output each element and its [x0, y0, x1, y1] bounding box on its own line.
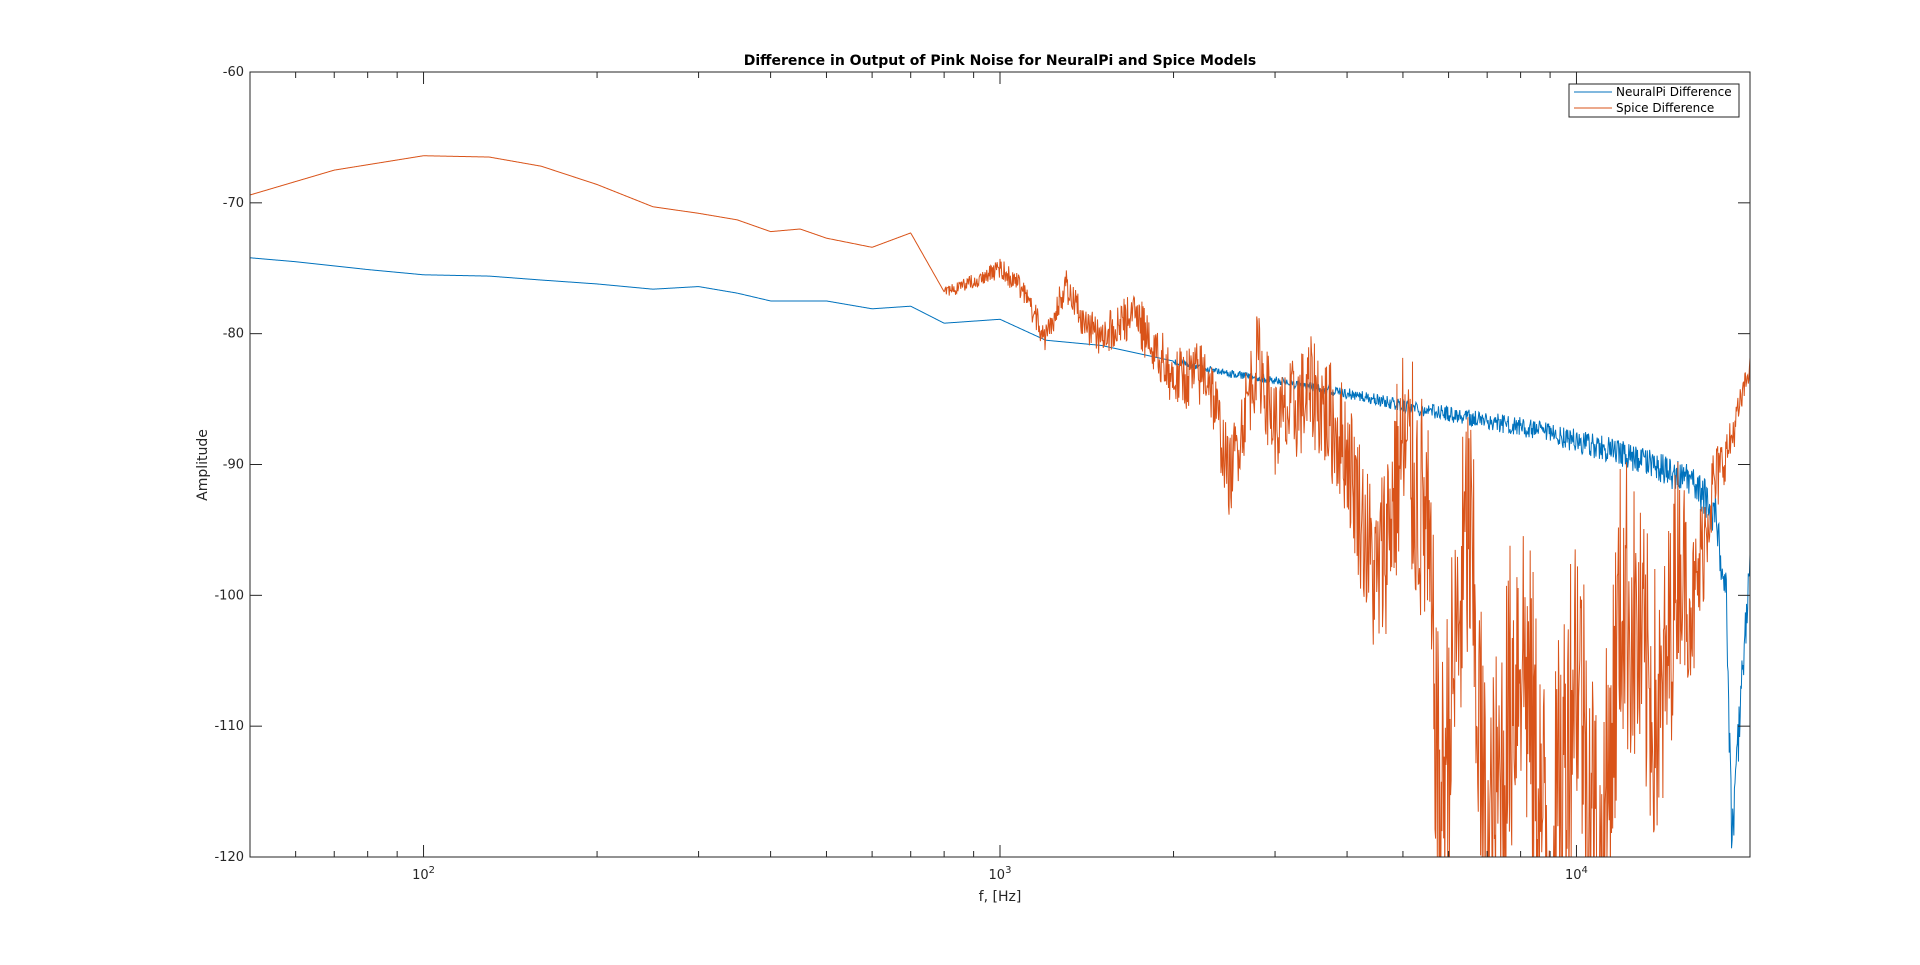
y-tick-label: -60 — [223, 65, 244, 80]
x-axis-label: f, [Hz] — [979, 889, 1022, 905]
x-tick-label: 104 — [1565, 865, 1588, 883]
y-tick-label: -90 — [223, 458, 244, 473]
legend-entry-spice: Spice Difference — [1616, 101, 1714, 115]
legend-entry-neuralpi: NeuralPi Difference — [1616, 85, 1732, 99]
series-layer — [250, 155, 1750, 857]
y-tick-label: -70 — [223, 196, 244, 211]
legend-box — [1568, 83, 1740, 118]
y-tick-label: -120 — [214, 850, 244, 865]
x-tick-label: 102 — [412, 865, 435, 883]
plot-area — [250, 72, 1750, 857]
y-axis-label: Amplitude — [195, 429, 211, 501]
series-line-spice — [250, 155, 1750, 857]
y-tick-label: -80 — [223, 327, 244, 342]
ticks-layer: -120 -110 -100 -90 -80 -70 -60 102 103 104 — [214, 65, 1751, 883]
chart-title: Difference in Output of Pink Noise for N… — [744, 53, 1257, 69]
y-tick-label: -110 — [214, 719, 244, 734]
x-tick-label: 103 — [989, 865, 1012, 883]
y-tick-label: -100 — [214, 588, 244, 603]
legend: NeuralPi Difference Spice Difference — [1568, 83, 1740, 118]
series-line-neuralpi — [250, 257, 1750, 849]
